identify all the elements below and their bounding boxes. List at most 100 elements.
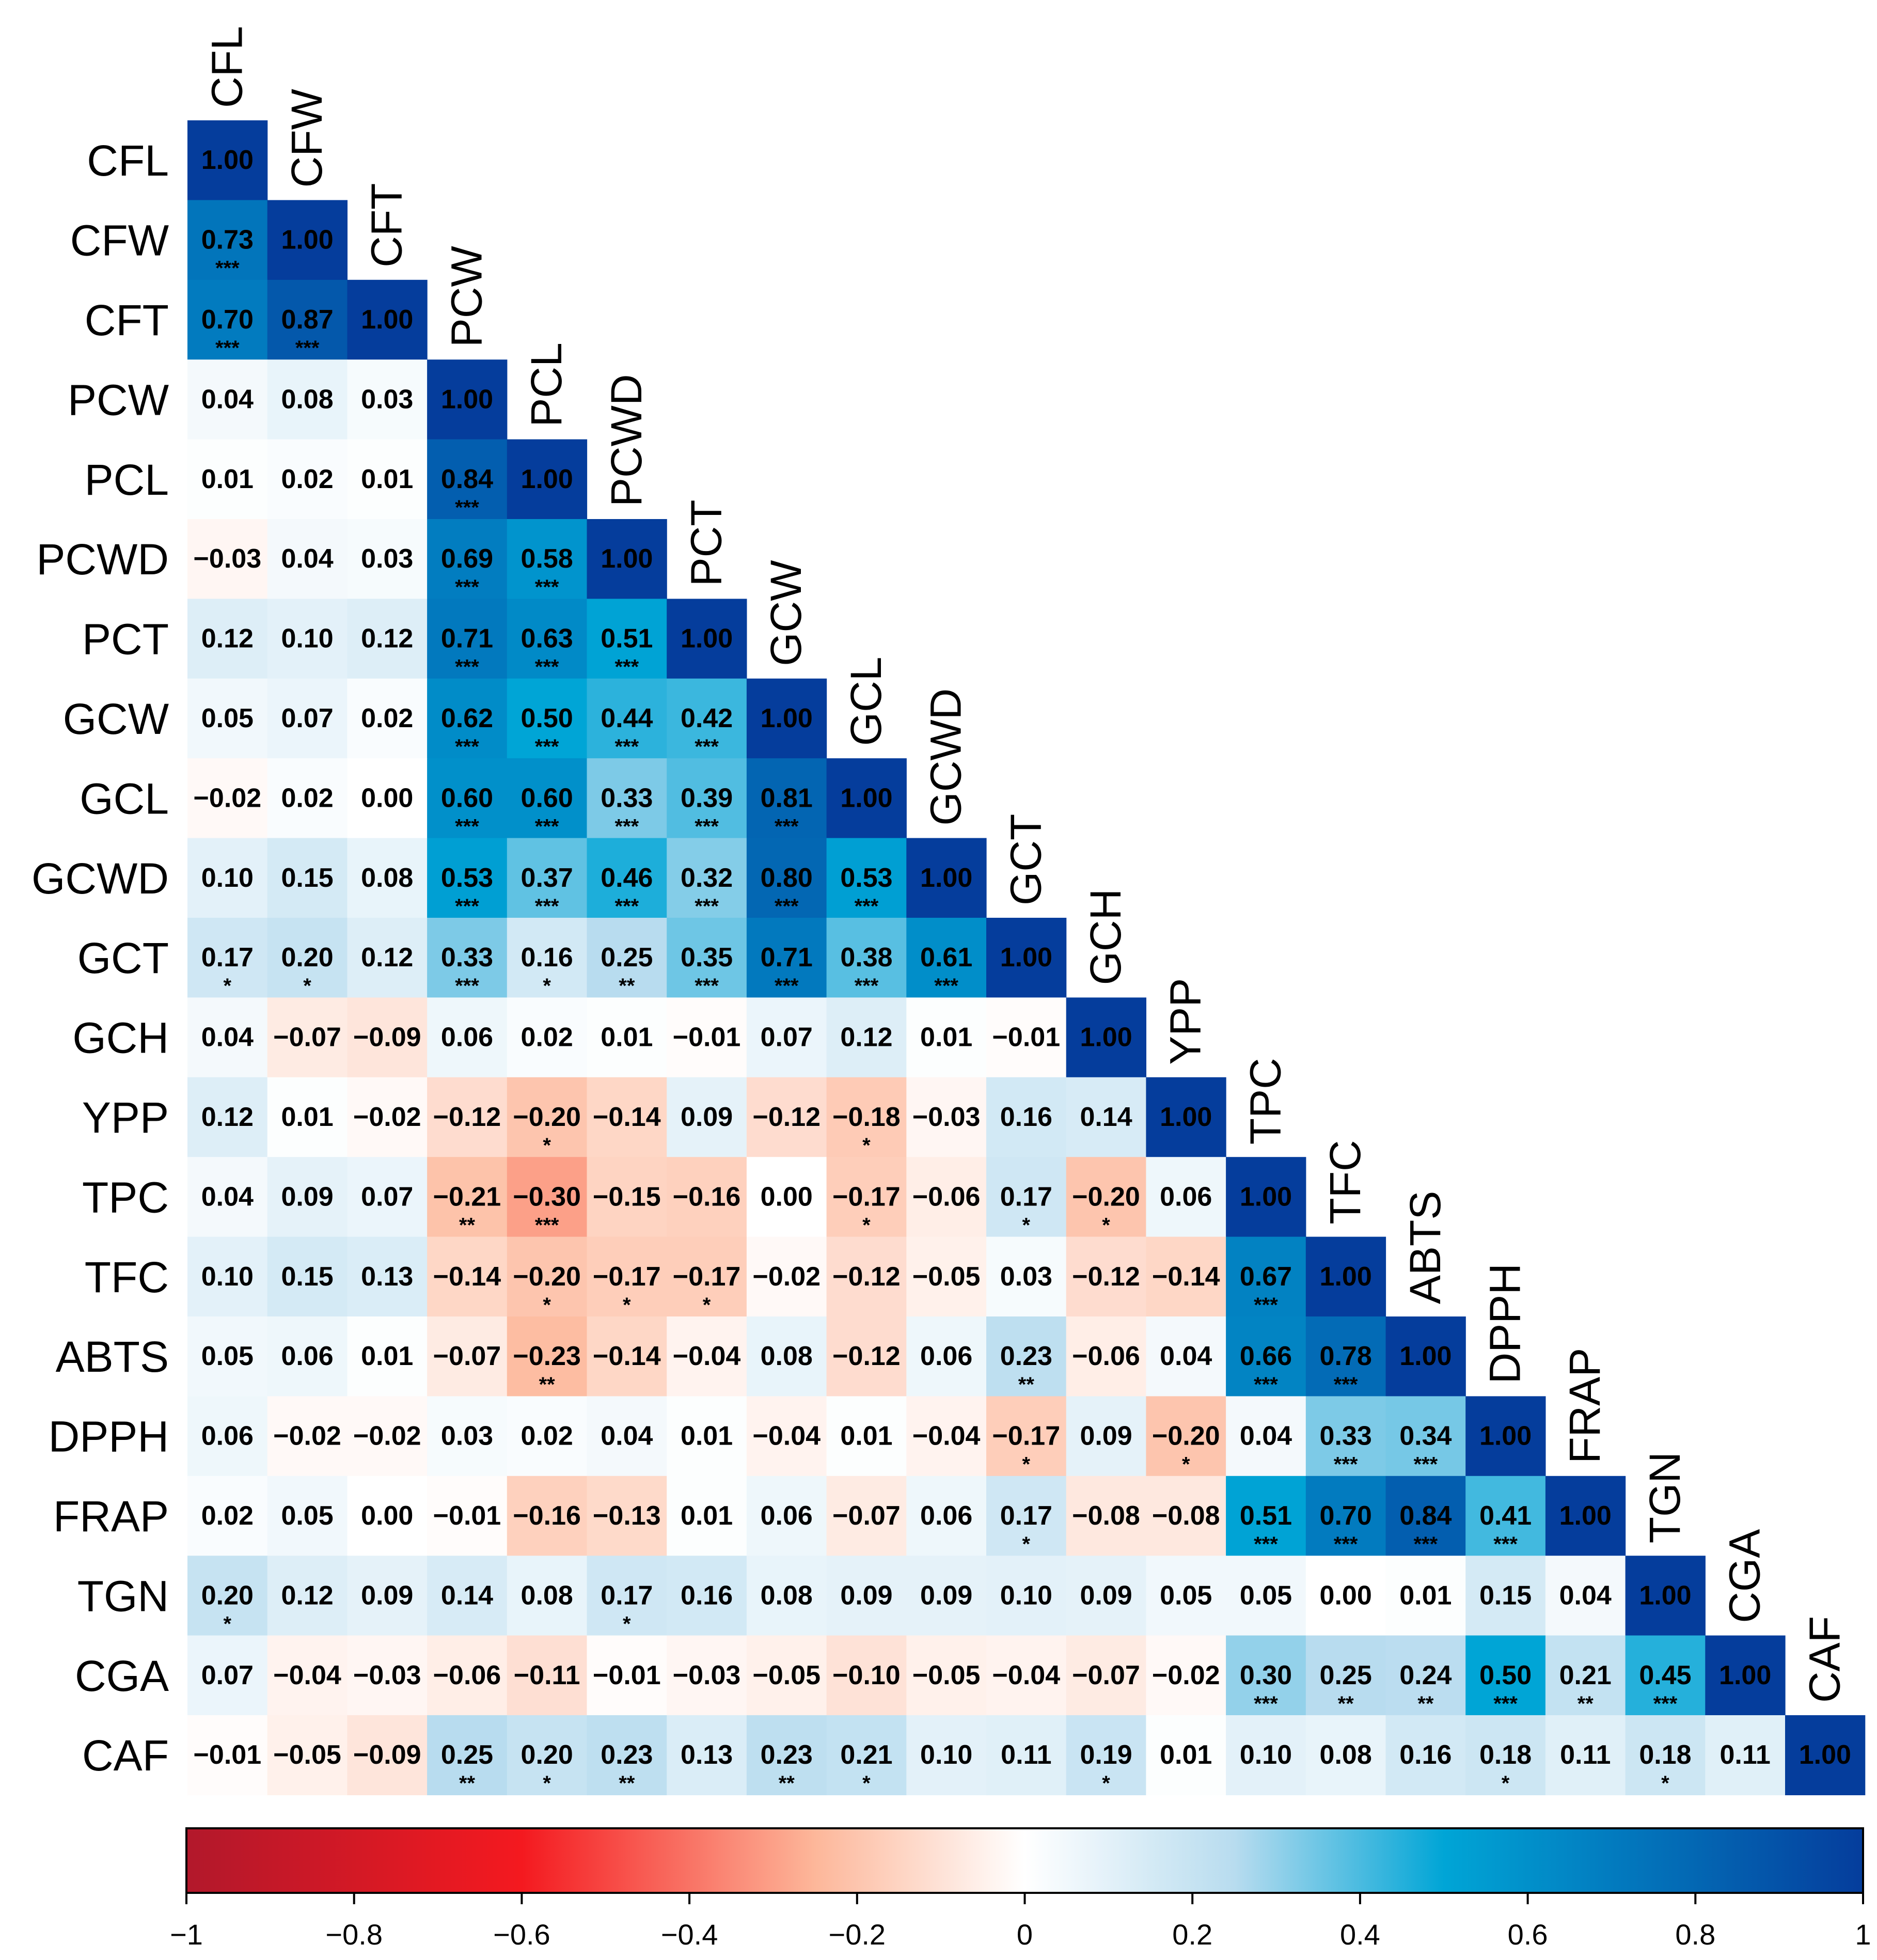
cell-cfw-cfw xyxy=(267,200,348,280)
cell-value-tfc-pcw: −0.14 xyxy=(433,1262,501,1292)
cell-ypp-pcl xyxy=(507,1077,588,1157)
cell-value-caf-gcl: 0.21 xyxy=(840,1740,892,1770)
cell-tgn-cfw xyxy=(267,1556,348,1636)
cell-value-pct-cfl: 0.12 xyxy=(201,624,254,654)
cell-value-frap-gch: −0.08 xyxy=(1072,1501,1140,1531)
cell-value-gcl-pcwd: 0.33 xyxy=(601,783,653,813)
cell-pcl-cfw xyxy=(267,439,348,520)
cell-value-pcwd-pcw: 0.69 xyxy=(441,544,493,574)
row-label-caf: CAF xyxy=(82,1731,169,1780)
cell-caf-cga xyxy=(1705,1715,1786,1795)
cell-tfc-tfc xyxy=(1305,1236,1386,1317)
cell-value-cga-gch: −0.07 xyxy=(1072,1660,1140,1690)
row-label-tfc: TFC xyxy=(85,1253,169,1302)
cell-abts-cfl xyxy=(187,1316,268,1397)
cell-value-cfl-cfl: 1.00 xyxy=(201,145,254,175)
cell-value-gcwd-gcl: 0.53 xyxy=(840,863,892,893)
cell-value-cft-cft: 1.00 xyxy=(361,305,413,335)
cell-gct-gcw xyxy=(746,918,827,998)
cell-value-frap-pcl: −0.16 xyxy=(513,1501,581,1531)
cell-frap-abts xyxy=(1385,1476,1466,1556)
column-label-cft: CFT xyxy=(362,183,411,268)
cell-value-gch-pcl: 0.02 xyxy=(521,1023,573,1053)
cell-value-caf-tfc: 0.08 xyxy=(1320,1740,1372,1770)
cell-significance-gcwd-pcwd: *** xyxy=(614,895,639,918)
cell-tgn-pcl xyxy=(507,1556,588,1636)
cell-value-abts-tfc: 0.78 xyxy=(1320,1341,1372,1371)
cell-gcl-gcw xyxy=(746,758,827,839)
cell-dpph-dpph xyxy=(1465,1396,1546,1477)
cell-significance-gcw-pcl: *** xyxy=(535,735,559,758)
cell-gch-gcl xyxy=(826,997,907,1078)
cell-cga-tgn xyxy=(1625,1635,1706,1716)
cell-pcl-pcw xyxy=(427,439,508,520)
cell-pcl-cfl xyxy=(187,439,268,520)
cell-significance-pct-pcwd: *** xyxy=(614,656,639,679)
cell-abts-tfc xyxy=(1305,1316,1386,1397)
cell-value-cga-abts: 0.24 xyxy=(1399,1660,1452,1690)
cell-tgn-tgn xyxy=(1625,1556,1706,1636)
row-label-pcwd: PCWD xyxy=(36,535,169,584)
cell-gch-cfw xyxy=(267,997,348,1078)
cell-value-tgn-tfc: 0.00 xyxy=(1320,1580,1372,1610)
cell-value-caf-tpc: 0.10 xyxy=(1240,1740,1292,1770)
cell-dpph-pcw xyxy=(427,1396,508,1477)
column-label-ypp: YPP xyxy=(1161,978,1210,1065)
cell-value-abts-gcwd: 0.06 xyxy=(920,1341,972,1371)
cell-frap-gct xyxy=(986,1476,1067,1556)
cell-value-ypp-cft: −0.02 xyxy=(353,1102,421,1132)
cell-value-ypp-pcl: −0.20 xyxy=(513,1102,581,1132)
cell-significance-gcw-pct: *** xyxy=(695,735,719,758)
cell-significance-caf-pcl: * xyxy=(543,1772,551,1795)
cell-value-gcl-pcw: 0.60 xyxy=(441,783,493,813)
cell-significance-ypp-gcl: * xyxy=(862,1134,871,1157)
cell-value-gcw-gcw: 1.00 xyxy=(761,703,813,733)
row-label-gch: GCH xyxy=(72,1014,169,1062)
cell-value-tpc-ypp: 0.06 xyxy=(1160,1182,1212,1212)
cell-value-pct-pcw: 0.71 xyxy=(441,624,493,654)
cell-abts-gch xyxy=(1066,1316,1146,1397)
cell-frap-tpc xyxy=(1226,1476,1306,1556)
cell-value-abts-gch: −0.06 xyxy=(1072,1341,1140,1371)
cell-value-cga-cfl: 0.07 xyxy=(201,1660,254,1690)
cell-pcw-cft xyxy=(347,359,428,440)
cell-value-tpc-cft: 0.07 xyxy=(361,1182,413,1212)
cell-pcl-cft xyxy=(347,439,428,520)
cell-value-gct-pct: 0.35 xyxy=(681,943,733,973)
cell-significance-caf-pcw: ** xyxy=(459,1772,476,1795)
cell-pcw-pcw xyxy=(427,359,508,440)
cell-significance-gct-gcl: *** xyxy=(855,975,879,997)
cell-value-gch-pcw: 0.06 xyxy=(441,1023,493,1053)
cell-tpc-gch xyxy=(1066,1157,1146,1237)
colorbar-tick-label: −0.4 xyxy=(661,1918,718,1951)
cell-abts-gct xyxy=(986,1316,1067,1397)
cell-significance-gcl-pct: *** xyxy=(695,815,719,838)
cell-value-tpc-pcl: −0.30 xyxy=(513,1182,581,1212)
cell-value-frap-cft: 0.00 xyxy=(361,1501,413,1531)
cell-significance-cft-cfw: *** xyxy=(295,337,320,359)
cell-ypp-gcl xyxy=(826,1077,907,1157)
cell-frap-gch xyxy=(1066,1476,1146,1556)
cell-tpc-gcw xyxy=(746,1157,827,1237)
cell-value-frap-tpc: 0.51 xyxy=(1240,1501,1292,1531)
colorbar-tick-label: 0.4 xyxy=(1340,1918,1380,1951)
cell-gct-pcwd xyxy=(587,918,667,998)
cell-value-tpc-gch: −0.20 xyxy=(1072,1182,1140,1212)
cell-value-tfc-cfl: 0.10 xyxy=(201,1262,254,1292)
cell-significance-caf-tgn: * xyxy=(1661,1772,1669,1795)
column-label-abts: ABTS xyxy=(1401,1191,1449,1304)
cell-caf-tpc xyxy=(1226,1715,1306,1795)
cell-value-dpph-dpph: 1.00 xyxy=(1479,1421,1532,1451)
cell-value-gcl-cfw: 0.02 xyxy=(281,783,333,813)
cell-value-ypp-pcw: −0.12 xyxy=(433,1102,501,1132)
cell-value-caf-abts: 0.16 xyxy=(1399,1740,1452,1770)
cell-value-gcw-cft: 0.02 xyxy=(361,703,413,733)
cell-significance-abts-tpc: *** xyxy=(1254,1373,1278,1396)
cell-pct-pcw xyxy=(427,599,508,679)
cell-pcwd-cft xyxy=(347,519,428,599)
cell-value-cga-pcl: −0.11 xyxy=(514,1660,580,1690)
cell-value-caf-cga: 0.11 xyxy=(1720,1740,1770,1770)
cell-value-gcwd-cft: 0.08 xyxy=(361,863,413,893)
cell-value-gch-cfw: −0.07 xyxy=(273,1023,341,1053)
cell-gcwd-cfl xyxy=(187,838,268,918)
